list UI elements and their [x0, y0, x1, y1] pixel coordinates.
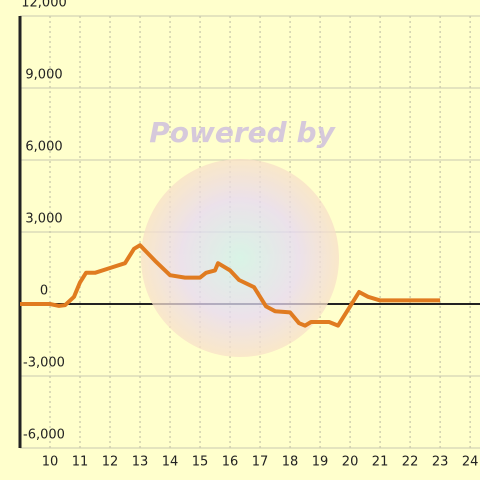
y-tick-label: 12,000 [21, 0, 67, 11]
y-tick-label: 3,000 [25, 212, 62, 227]
x-tick-label: 24 [462, 455, 479, 470]
x-tick-label: 19 [312, 455, 329, 470]
x-tick-label: 10 [42, 455, 59, 470]
x-tick-label: 12 [102, 455, 119, 470]
x-tick-label: 23 [432, 455, 449, 470]
x-tick-label: 17 [252, 455, 269, 470]
y-tick-label: 6,000 [25, 140, 62, 155]
y-tick-label: -6,000 [23, 428, 65, 443]
x-tick-label: 18 [282, 455, 299, 470]
x-tick-label: 13 [132, 455, 149, 470]
y-tick-label: 9,000 [25, 68, 62, 83]
x-tick-label: 11 [72, 455, 89, 470]
x-tick-label: 20 [342, 455, 359, 470]
watermark: Powered by [141, 116, 339, 357]
y-tick-label: 0 [40, 284, 48, 299]
x-tick-label: 22 [402, 455, 419, 470]
watermark-text: Powered by [149, 116, 336, 149]
x-tick-label: 21 [372, 455, 389, 470]
x-tick-label: 15 [192, 455, 209, 470]
watermark-circle [141, 159, 339, 357]
y-tick-label: -3,000 [23, 356, 65, 371]
x-tick-label: 14 [162, 455, 179, 470]
x-tick-label: 16 [222, 455, 239, 470]
data-line [20, 243, 441, 328]
